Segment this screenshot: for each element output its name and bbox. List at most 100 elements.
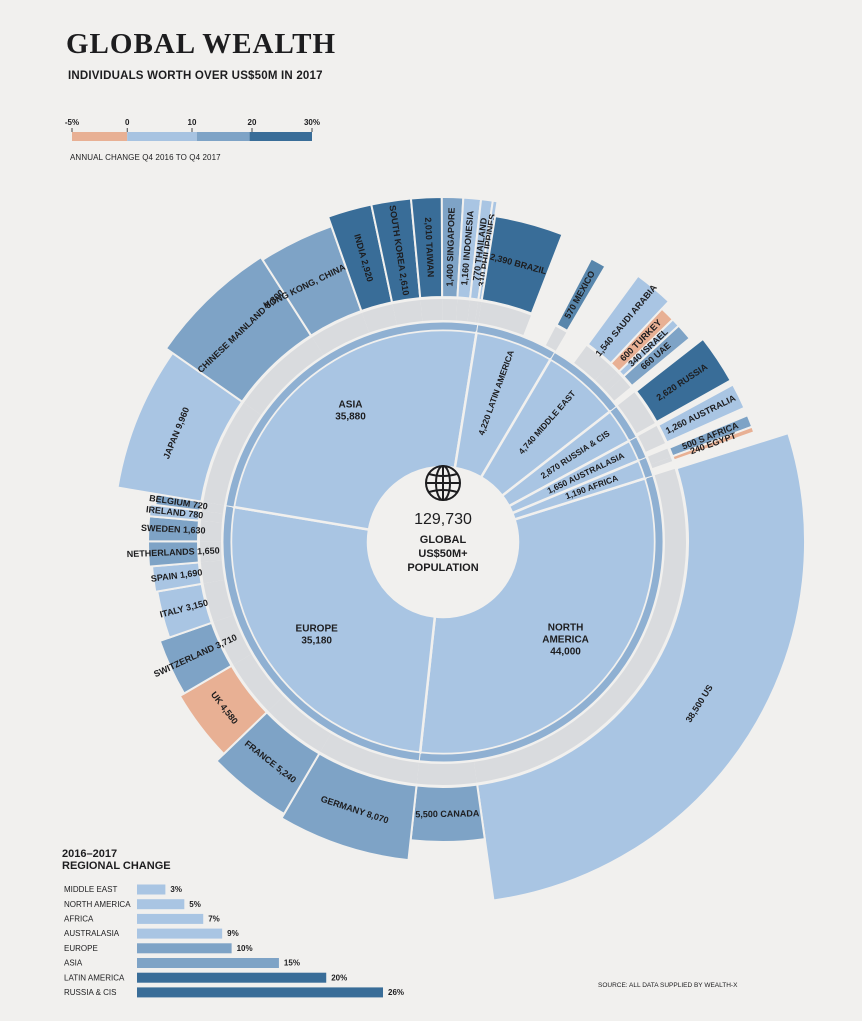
bar-latin-america — [137, 972, 327, 983]
country-slice-mexico — [555, 257, 607, 333]
region-label-north-america: NORTH AMERICA 44,000 — [542, 622, 589, 657]
country-label-canada: 5,500 CANADA — [415, 808, 480, 819]
country-halo-thailand — [467, 300, 479, 323]
country-halo-uk — [233, 654, 284, 711]
country-halo-us — [473, 468, 686, 783]
bar-middle-east — [137, 884, 166, 895]
country-halo-uae — [606, 377, 631, 401]
bar-asia — [137, 958, 279, 968]
country-slice-russia — [634, 337, 733, 424]
country-halo-ireland — [200, 510, 223, 523]
country-halo-sweden — [200, 520, 222, 542]
legend-caption: ANNUAL CHANGE Q4 2016 TO Q4 2017 — [70, 153, 221, 162]
globe-icon — [425, 465, 461, 501]
bar-category-australasia: AUSTRALASIA — [64, 929, 120, 938]
bar-value-africa: 7% — [208, 915, 220, 924]
region-label-asia: ASIA 35,880 — [335, 399, 366, 422]
country-halo-germany — [320, 733, 420, 784]
country-label-sweden: SWEDEN 1,630 — [141, 523, 206, 536]
country-halo-india — [362, 304, 397, 333]
country-halo-egypt — [650, 457, 673, 469]
bar-north-america — [137, 899, 185, 910]
bar-europe — [137, 943, 232, 954]
country-halo-s-africa — [647, 448, 671, 465]
country-halo-turkey — [594, 364, 618, 388]
regional-change-title-line1: 2016–2017 — [62, 848, 118, 860]
bar-category-asia: ASIA — [64, 959, 83, 968]
page-subtitle: INDIVIDUALS WORTH OVER US$50M IN 2017 — [68, 70, 323, 82]
bar-value-north-america: 5% — [189, 900, 201, 909]
bar-value-australasia: 9% — [227, 929, 239, 938]
country-halo-france — [268, 696, 331, 752]
legend-tick-label: 10 — [188, 118, 197, 127]
bar-value-latin-america: 20% — [331, 973, 347, 982]
region-ring-africa — [638, 456, 654, 479]
legend-swatch — [196, 132, 250, 141]
country-halo-chinese-mainland — [243, 337, 324, 415]
country-slice-germany — [280, 752, 418, 862]
source-note: SOURCE: ALL DATA SUPPLIED BY WEALTH-X — [598, 982, 738, 989]
country-halo-philippines — [475, 301, 482, 323]
country-label-taiwan: 2,010 TAIWAN — [423, 217, 436, 277]
country-halo-mexico — [545, 326, 567, 351]
country-slice-uae — [622, 324, 692, 388]
country-slice-brazil — [480, 215, 564, 315]
country-label-netherlands: NETHERLANDS 1,650 — [127, 545, 220, 559]
legend-tick-label: 0 — [125, 118, 130, 127]
country-halo-australia — [638, 426, 666, 452]
country-halo-south-korea — [392, 300, 423, 325]
bar-category-middle-east: MIDDLE EAST — [64, 885, 117, 894]
region-label-line: 35,880 — [335, 411, 366, 422]
country-slice-australia — [656, 383, 746, 444]
center-line-threshold: US$50M+ — [418, 548, 467, 560]
bar-value-russia-cis: 26% — [388, 988, 404, 997]
bar-category-north-america: NORTH AMERICA — [64, 900, 131, 909]
country-halo-italy — [203, 579, 234, 623]
center-total-value: 129,730 — [414, 511, 472, 528]
bar-category-africa: AFRICA — [64, 915, 94, 924]
country-halo-hong-kong-china — [312, 312, 370, 355]
country-halo-netherlands — [200, 541, 222, 563]
country-slice-egypt — [671, 425, 756, 462]
center-line-global: GLOBAL — [420, 534, 467, 546]
center-circle — [373, 472, 513, 612]
bar-russia-cis — [137, 987, 383, 998]
bar-category-latin-america: LATIN AMERICA — [64, 973, 125, 982]
region-label-line: 44,000 — [550, 646, 581, 657]
bar-category-russia-cis: RUSSIA & CIS — [64, 988, 116, 997]
regional-change-bars: MIDDLE EAST 3% NORTH AMERICA 5% AFRICA 7% AUST… — [64, 884, 404, 998]
country-halo-russia — [617, 392, 655, 434]
region-label-line: ASIA — [339, 399, 363, 410]
country-label-mexico: 570 MEXICO — [562, 269, 596, 320]
bar-value-asia: 15% — [284, 959, 300, 968]
country-halo-switzerland — [213, 615, 252, 665]
country-halo-brazil — [478, 302, 531, 336]
country-slice-us — [476, 431, 806, 902]
bar-category-europe: EUROPE — [64, 944, 98, 953]
country-halo-saudi-arabia — [574, 345, 610, 381]
region-label-line: EUROPE — [296, 624, 339, 635]
bar-value-middle-east: 3% — [170, 885, 182, 894]
legend-tick-label: 30% — [304, 118, 320, 127]
country-halo-canada — [416, 761, 477, 785]
region-label-europe: EUROPE 35,180 — [296, 624, 339, 647]
country-halo-israel — [602, 372, 623, 392]
bar-africa — [137, 913, 204, 924]
region-label-line: NORTH — [548, 622, 584, 633]
legend-tick-label: -5% — [65, 118, 79, 127]
country-halo-singapore — [442, 299, 458, 321]
region-label-line: 35,180 — [301, 636, 332, 647]
legend-tick-label: 20 — [248, 118, 257, 127]
country-label-singapore: 1,400 SINGAPORE — [444, 207, 456, 286]
bar-value-europe: 10% — [237, 944, 253, 953]
country-halo-belgium — [201, 501, 225, 514]
center-line-population: POPULATION — [407, 562, 478, 574]
bar-australasia — [137, 928, 223, 939]
color-legend: -5% 0 10 20 30% — [65, 118, 320, 141]
region-label-line: AMERICA — [542, 634, 589, 645]
regional-change-title-line2: REGIONAL CHANGE — [62, 860, 171, 872]
legend-swatch — [249, 132, 312, 141]
page-title: GLOBAL WEALTH — [66, 28, 337, 60]
